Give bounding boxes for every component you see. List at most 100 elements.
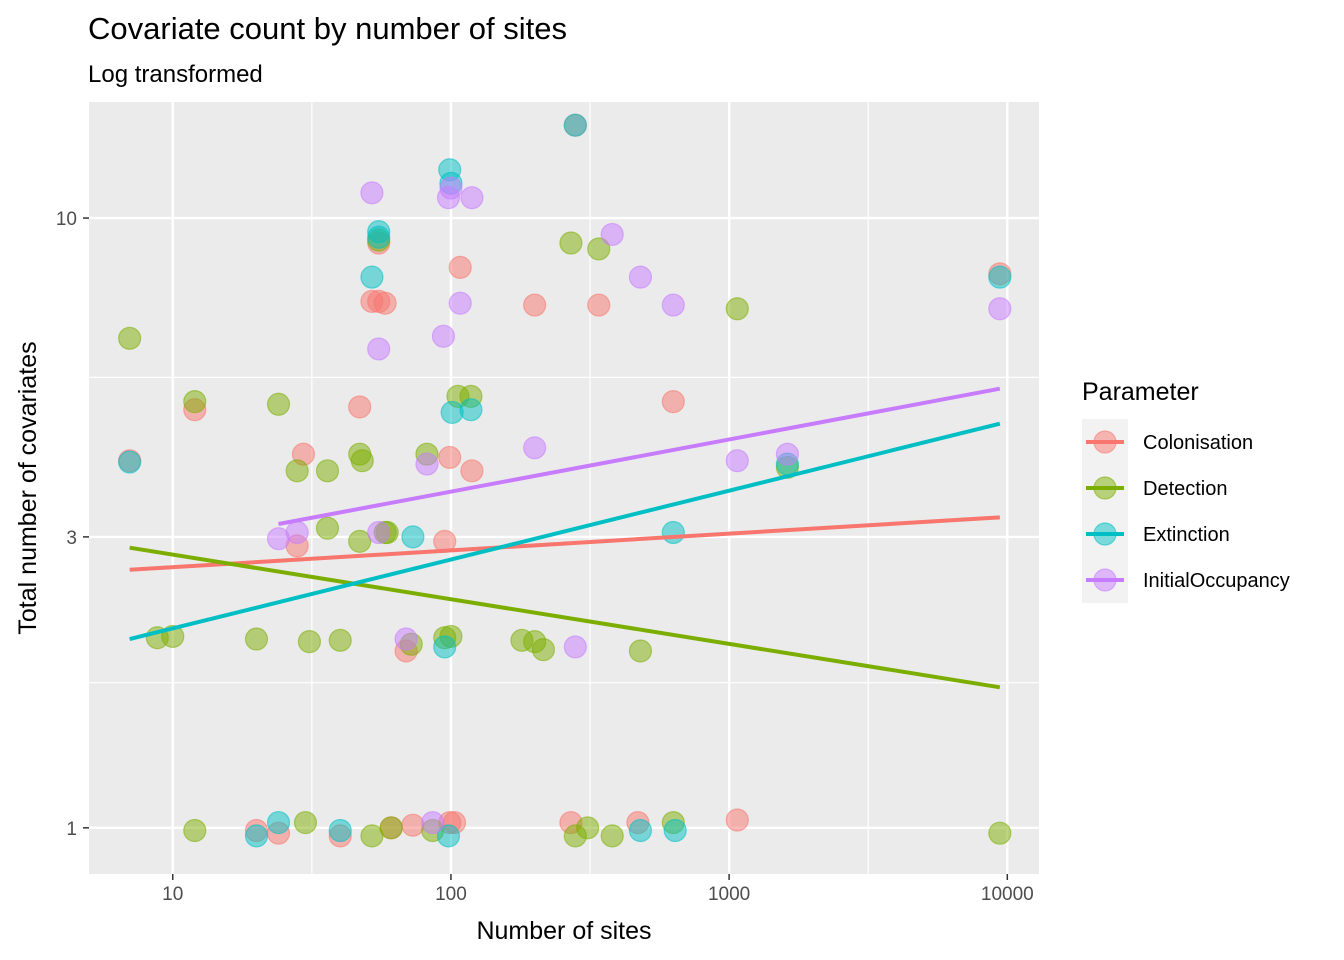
y-tick-label: 3	[66, 528, 77, 549]
data-point-initialoccupancy	[367, 337, 391, 361]
legend-label: Extinction	[1143, 524, 1230, 546]
data-point-initialoccupancy	[285, 520, 309, 545]
data-point-extinction	[988, 265, 1012, 289]
legend-point	[1093, 522, 1117, 546]
data-point-detection	[244, 627, 269, 651]
data-point-detection	[315, 516, 340, 540]
data-point-detection	[348, 529, 372, 553]
data-point-extinction	[328, 818, 352, 843]
chart-subtitle: Log transformed	[88, 61, 263, 88]
data-point-initialoccupancy	[394, 627, 418, 651]
data-point-initialoccupancy	[628, 265, 653, 289]
legend-point	[1093, 568, 1117, 592]
data-point-detection	[297, 630, 322, 654]
data-point-initialoccupancy	[415, 452, 439, 476]
data-point-colonisation	[348, 395, 372, 419]
data-point-colonisation	[523, 293, 547, 317]
data-point-colonisation	[587, 293, 611, 317]
trend-line-extinction	[129, 421, 1001, 641]
data-point-detection	[293, 810, 318, 835]
data-point-detection	[531, 638, 556, 662]
legend-item-initialoccupancy: InitialOccupancy	[1082, 557, 1290, 603]
trend-line-initialoccupancy	[278, 386, 1001, 526]
data-point-initialoccupancy	[431, 324, 456, 348]
data-point-extinction	[433, 635, 457, 659]
legend-label: Detection	[1143, 478, 1228, 500]
data-point-extinction	[436, 824, 461, 848]
legend: Parameter Colonisation Detection Extinctio…	[1082, 378, 1290, 603]
data-point-extinction	[628, 818, 653, 843]
trend-line-colonisation	[129, 515, 1000, 572]
y-axis-title: Total number of covariates	[14, 341, 42, 634]
y-tick-label: 10	[56, 209, 77, 230]
data-point-extinction	[244, 824, 269, 848]
data-point-colonisation	[725, 808, 749, 832]
legend-point	[1093, 430, 1117, 454]
trend-line-detection	[129, 545, 1001, 690]
data-point-initialoccupancy	[523, 436, 547, 460]
data-point-initialoccupancy	[775, 442, 800, 466]
trend-lines	[129, 386, 1001, 690]
legend-point	[1093, 476, 1117, 500]
data-point-detection	[285, 459, 309, 483]
data-point-colonisation	[373, 291, 397, 315]
data-point-detection	[118, 326, 142, 350]
data-point-detection	[266, 392, 291, 416]
data-point-detection	[628, 639, 653, 663]
data-point-detection	[183, 818, 207, 843]
data-point-detection	[379, 816, 403, 840]
data-point-detection	[988, 821, 1012, 845]
chart-title: Covariate count by number of sites	[88, 11, 567, 46]
minor-gridlines	[89, 102, 1039, 874]
legend-item-extinction: Extinction	[1082, 511, 1230, 557]
data-point-detection	[587, 237, 611, 261]
data-point-initialoccupancy	[661, 293, 685, 317]
x-axis-title: Number of sites	[476, 917, 651, 945]
data-point-extinction	[360, 265, 384, 289]
data-point-initialoccupancy	[360, 181, 384, 205]
data-point-extinction	[663, 818, 687, 843]
x-tick-label: 1000	[708, 884, 750, 905]
data-point-colonisation	[438, 445, 462, 470]
data-point-extinction	[401, 525, 425, 549]
data-point-detection	[600, 824, 624, 848]
data-point-initialoccupancy	[563, 635, 587, 659]
data-point-colonisation	[401, 813, 425, 837]
x-tick-label: 10	[162, 884, 183, 905]
data-point-detection	[350, 449, 374, 473]
data-point-extinction	[661, 520, 685, 545]
data-point-detection	[725, 297, 749, 321]
data-point-detection	[315, 459, 340, 483]
legend-label: InitialOccupancy	[1143, 570, 1290, 592]
data-point-initialoccupancy	[725, 449, 749, 473]
data-point-initialoccupancy	[439, 176, 463, 200]
data-point-colonisation	[661, 390, 685, 414]
data-point-colonisation	[460, 459, 484, 483]
data-point-initialoccupancy	[460, 186, 484, 210]
data-point-extinction	[563, 113, 587, 137]
data-point-extinction	[367, 225, 391, 249]
data-point-initialoccupancy	[988, 297, 1012, 321]
data-point-detection	[576, 816, 600, 840]
data-point-initialoccupancy	[448, 291, 472, 315]
data-point-detection	[559, 231, 583, 255]
data-point-extinction	[459, 398, 483, 422]
x-tick-label: 10000	[981, 884, 1034, 905]
legend-title: Parameter	[1082, 378, 1199, 406]
data-point-initialoccupancy	[367, 520, 391, 545]
data-point-colonisation	[448, 255, 472, 280]
legend-label: Colonisation	[1143, 432, 1253, 454]
data-point-initialoccupancy	[421, 810, 445, 835]
data-point-initialoccupancy	[600, 222, 624, 247]
x-tick-label: 100	[435, 884, 467, 905]
plot-panel	[89, 102, 1039, 874]
data-point-extinction	[266, 810, 291, 835]
data-point-extinction	[118, 450, 142, 474]
legend-items: Colonisation Detection Extinction InitialOc…	[1082, 419, 1290, 603]
legend-item-detection: Detection	[1082, 465, 1228, 511]
legend-item-colonisation: Colonisation	[1082, 419, 1253, 465]
axes: 10 100 1000 10000 1 3 10	[56, 209, 1034, 905]
data-point-detection	[328, 628, 352, 652]
y-tick-label: 1	[66, 819, 77, 840]
